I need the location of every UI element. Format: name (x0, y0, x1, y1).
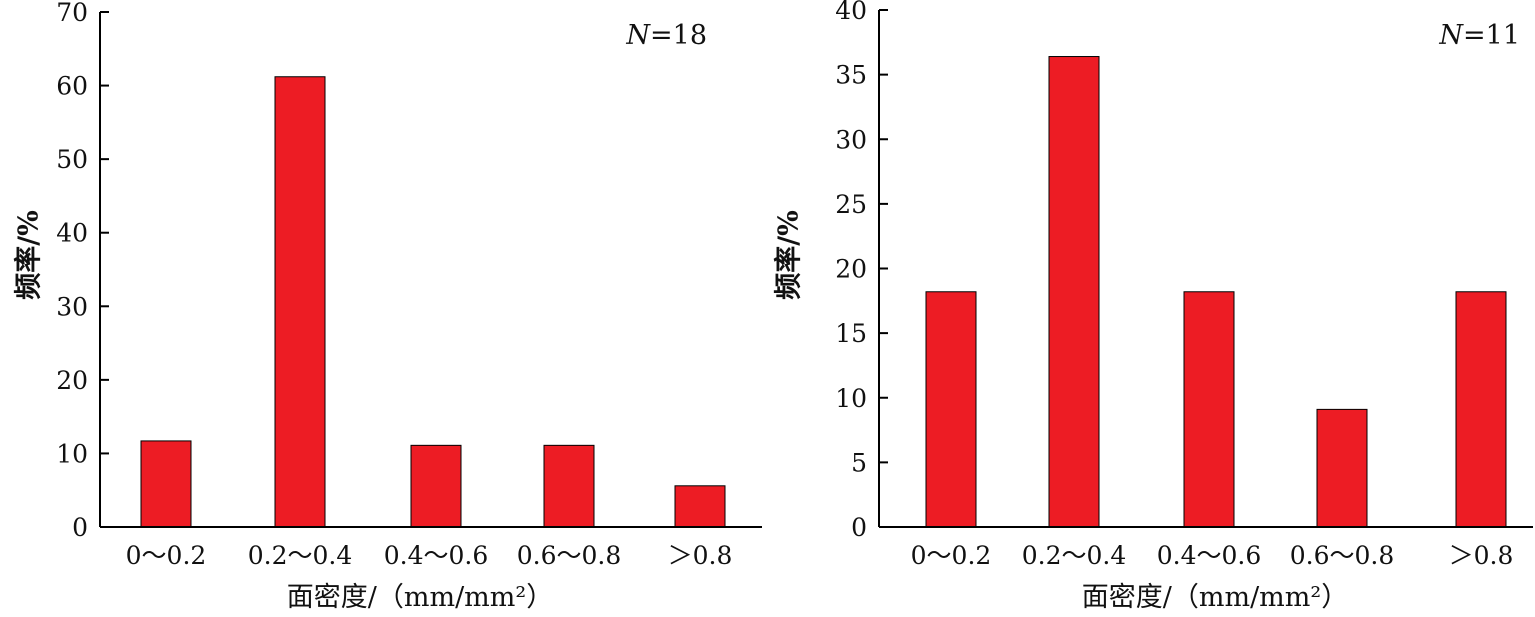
bar (274, 76, 326, 528)
x-tick-label: 0.4～0.6 (384, 541, 489, 570)
y-tick-label: 0 (72, 513, 88, 542)
x-tick-label: 0～0.2 (126, 541, 207, 570)
x-axis-title: 面密度/（mm/mm²） (1082, 582, 1348, 613)
bar (674, 485, 726, 528)
y-tick-label: 30 (56, 292, 88, 321)
bar (1455, 291, 1507, 528)
y-tick-label: 0 (851, 513, 867, 542)
y-tick-label: 40 (835, 0, 867, 25)
category-labels: 0～0.2 0.2～0.4 0.4～0.6 0.6～0.8 ＞0.8 (126, 541, 733, 570)
y-tick-label: 50 (56, 145, 88, 174)
bar (543, 444, 595, 528)
x-tick-label: 0.6～0.8 (517, 541, 622, 570)
x-tick-label: 0.6～0.8 (1290, 541, 1395, 570)
bar (1183, 291, 1235, 528)
x-tick-label: 0.2～0.4 (1022, 541, 1127, 570)
y-axis-ticks: 0 10 20 30 40 50 60 70 (56, 0, 109, 542)
y-tick-label: 40 (56, 219, 88, 248)
bars (925, 56, 1507, 528)
y-tick-label: 10 (835, 384, 867, 413)
bar (410, 444, 462, 528)
bar (925, 291, 977, 528)
y-tick-label: 70 (56, 0, 88, 27)
bar (140, 440, 192, 528)
sample-count-variable: N (625, 20, 651, 51)
y-tick-label: 20 (835, 255, 867, 284)
y-tick-label: 60 (56, 72, 88, 101)
y-tick-label: 10 (56, 439, 88, 468)
chart-left-svg: 0 10 20 30 40 50 60 70 0～0.2 0.2～0.4 0.4～0.6 0.6～0… (13, 0, 762, 613)
x-axis-title: 面密度/（mm/mm²） (287, 582, 553, 613)
chart-right-svg: 0 5 10 15 20 25 30 35 40 0～0.2 0.2～0.4 0.4～0.6 0.6～… (773, 0, 1533, 613)
y-axis-title: 频率/% (13, 210, 45, 300)
sample-count-equals: = (650, 20, 673, 51)
sample-count-value: 18 (673, 20, 707, 51)
sample-count-variable: N (1438, 20, 1464, 51)
y-tick-label: 20 (56, 366, 88, 395)
x-tick-label: 0～0.2 (911, 541, 992, 570)
y-tick-label: 15 (835, 319, 867, 348)
bar (1048, 56, 1100, 528)
bars (140, 76, 726, 528)
sample-count-annotation: N=11 (1438, 20, 1520, 51)
sample-count-value: 11 (1486, 20, 1520, 51)
category-labels: 0～0.2 0.2～0.4 0.4～0.6 0.6～0.8 ＞0.8 (911, 541, 1514, 570)
chart-right: 0 5 10 15 20 25 30 35 40 0～0.2 0.2～0.4 0.4～0.6 0.6～… (770, 0, 1535, 617)
sample-count-annotation: N=18 (625, 20, 707, 51)
y-tick-label: 25 (835, 190, 867, 219)
y-tick-label: 35 (835, 61, 867, 90)
x-tick-label: 0.4～0.6 (1157, 541, 1262, 570)
x-tick-label: 0.2～0.4 (248, 541, 353, 570)
sample-count-equals: = (1463, 20, 1486, 51)
bar (1316, 408, 1368, 528)
y-tick-label: 30 (835, 125, 867, 154)
chart-left: 0 10 20 30 40 50 60 70 0～0.2 0.2～0.4 0.4～0.6 0.6～0… (13, 0, 762, 613)
x-tick-label: ＞0.8 (668, 541, 733, 570)
y-axis-ticks: 0 5 10 15 20 25 30 35 40 (835, 0, 888, 542)
y-tick-label: 5 (851, 448, 867, 477)
x-tick-label: ＞0.8 (1449, 541, 1514, 570)
y-axis-title: 频率/% (773, 210, 805, 300)
